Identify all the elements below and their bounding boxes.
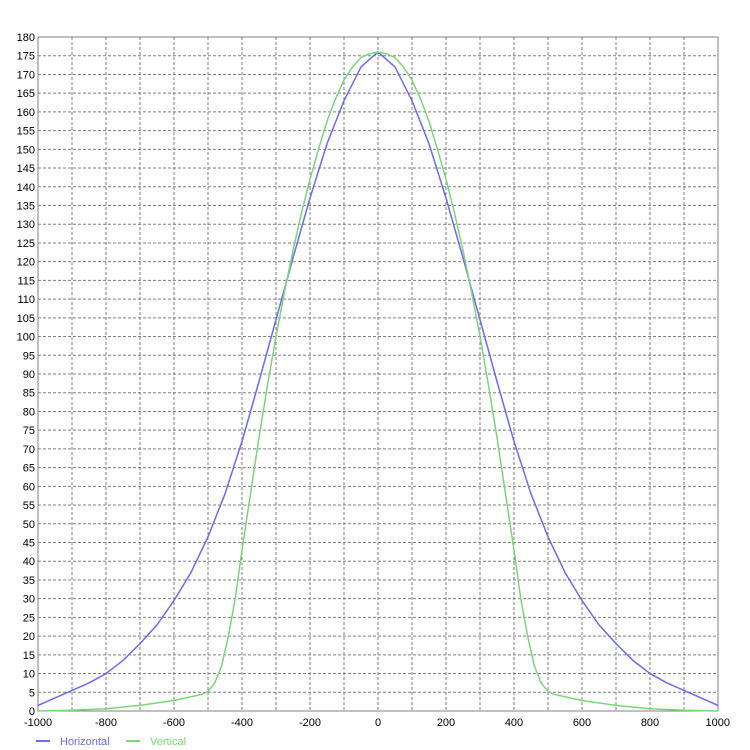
y-tick-label: 85	[23, 388, 35, 400]
y-tick-label: 180	[17, 32, 35, 44]
y-tick-label: 110	[17, 294, 35, 306]
y-tick-label: 140	[17, 182, 35, 194]
x-axis-tick-labels: -1000 -800 -600 -400 -200 0 200 400 600 800 1000	[24, 717, 730, 729]
y-tick-label: 165	[17, 88, 35, 100]
x-tick-label: -800	[95, 717, 117, 729]
y-tick-label: 95	[23, 350, 35, 362]
y-tick-label: 125	[17, 238, 35, 250]
y-tick-label: 80	[23, 406, 35, 418]
y-tick-label: 35	[23, 575, 35, 587]
y-tick-label: 160	[17, 107, 35, 119]
series-layer	[37, 51, 719, 712]
y-tick-label: 55	[23, 500, 35, 512]
x-tick-label: 200	[437, 717, 455, 729]
y-tick-label: 135	[17, 201, 35, 213]
x-tick-label: 600	[573, 717, 591, 729]
y-tick-label: 50	[23, 519, 35, 531]
y-tick-label: 145	[17, 163, 35, 175]
y-tick-label: 150	[17, 144, 35, 156]
legend-label-vertical: Vertical	[150, 736, 186, 748]
x-tick-label: 800	[641, 717, 659, 729]
series-line-vertical	[37, 51, 719, 712]
y-axis-tick-labels: 0 5 10 15 20 25 30 35 40 45 50 55 60 65 70 75 80 85 90 95 10…	[17, 32, 35, 718]
y-tick-label: 90	[23, 369, 35, 381]
x-tick-label: -200	[299, 717, 321, 729]
legend-label-horizontal: Horizontal	[60, 736, 110, 748]
y-tick-label: 120	[17, 257, 35, 269]
y-tick-label: 15	[23, 650, 35, 662]
y-tick-label: 0	[29, 706, 35, 718]
y-tick-label: 30	[23, 594, 35, 606]
y-tick-label: 25	[23, 612, 35, 624]
y-tick-label: 10	[23, 669, 35, 681]
y-tick-label: 155	[17, 126, 35, 138]
x-tick-label: -1000	[24, 717, 52, 729]
y-tick-label: 115	[17, 275, 35, 287]
plot-frame	[37, 36, 719, 712]
x-tick-label: -600	[163, 717, 185, 729]
x-tick-label: -400	[231, 717, 253, 729]
y-tick-label: 130	[17, 219, 35, 231]
y-tick-label: 45	[23, 538, 35, 550]
y-tick-label: 105	[17, 313, 35, 325]
y-tick-label: 40	[23, 556, 35, 568]
y-tick-label: 70	[23, 444, 35, 456]
y-tick-label: 60	[23, 481, 35, 493]
y-tick-label: 5	[29, 687, 35, 699]
y-tick-label: 20	[23, 631, 35, 643]
x-tick-label: 400	[505, 717, 523, 729]
y-tick-label: 75	[23, 425, 35, 437]
y-tick-label: 100	[17, 332, 35, 344]
y-tick-label: 65	[23, 463, 35, 475]
y-tick-label: 175	[17, 51, 35, 63]
x-tick-label: 1000	[706, 717, 730, 729]
y-tick-label: 170	[17, 69, 35, 81]
x-tick-label: 0	[375, 717, 381, 729]
legend: Horizontal Vertical	[36, 736, 186, 748]
